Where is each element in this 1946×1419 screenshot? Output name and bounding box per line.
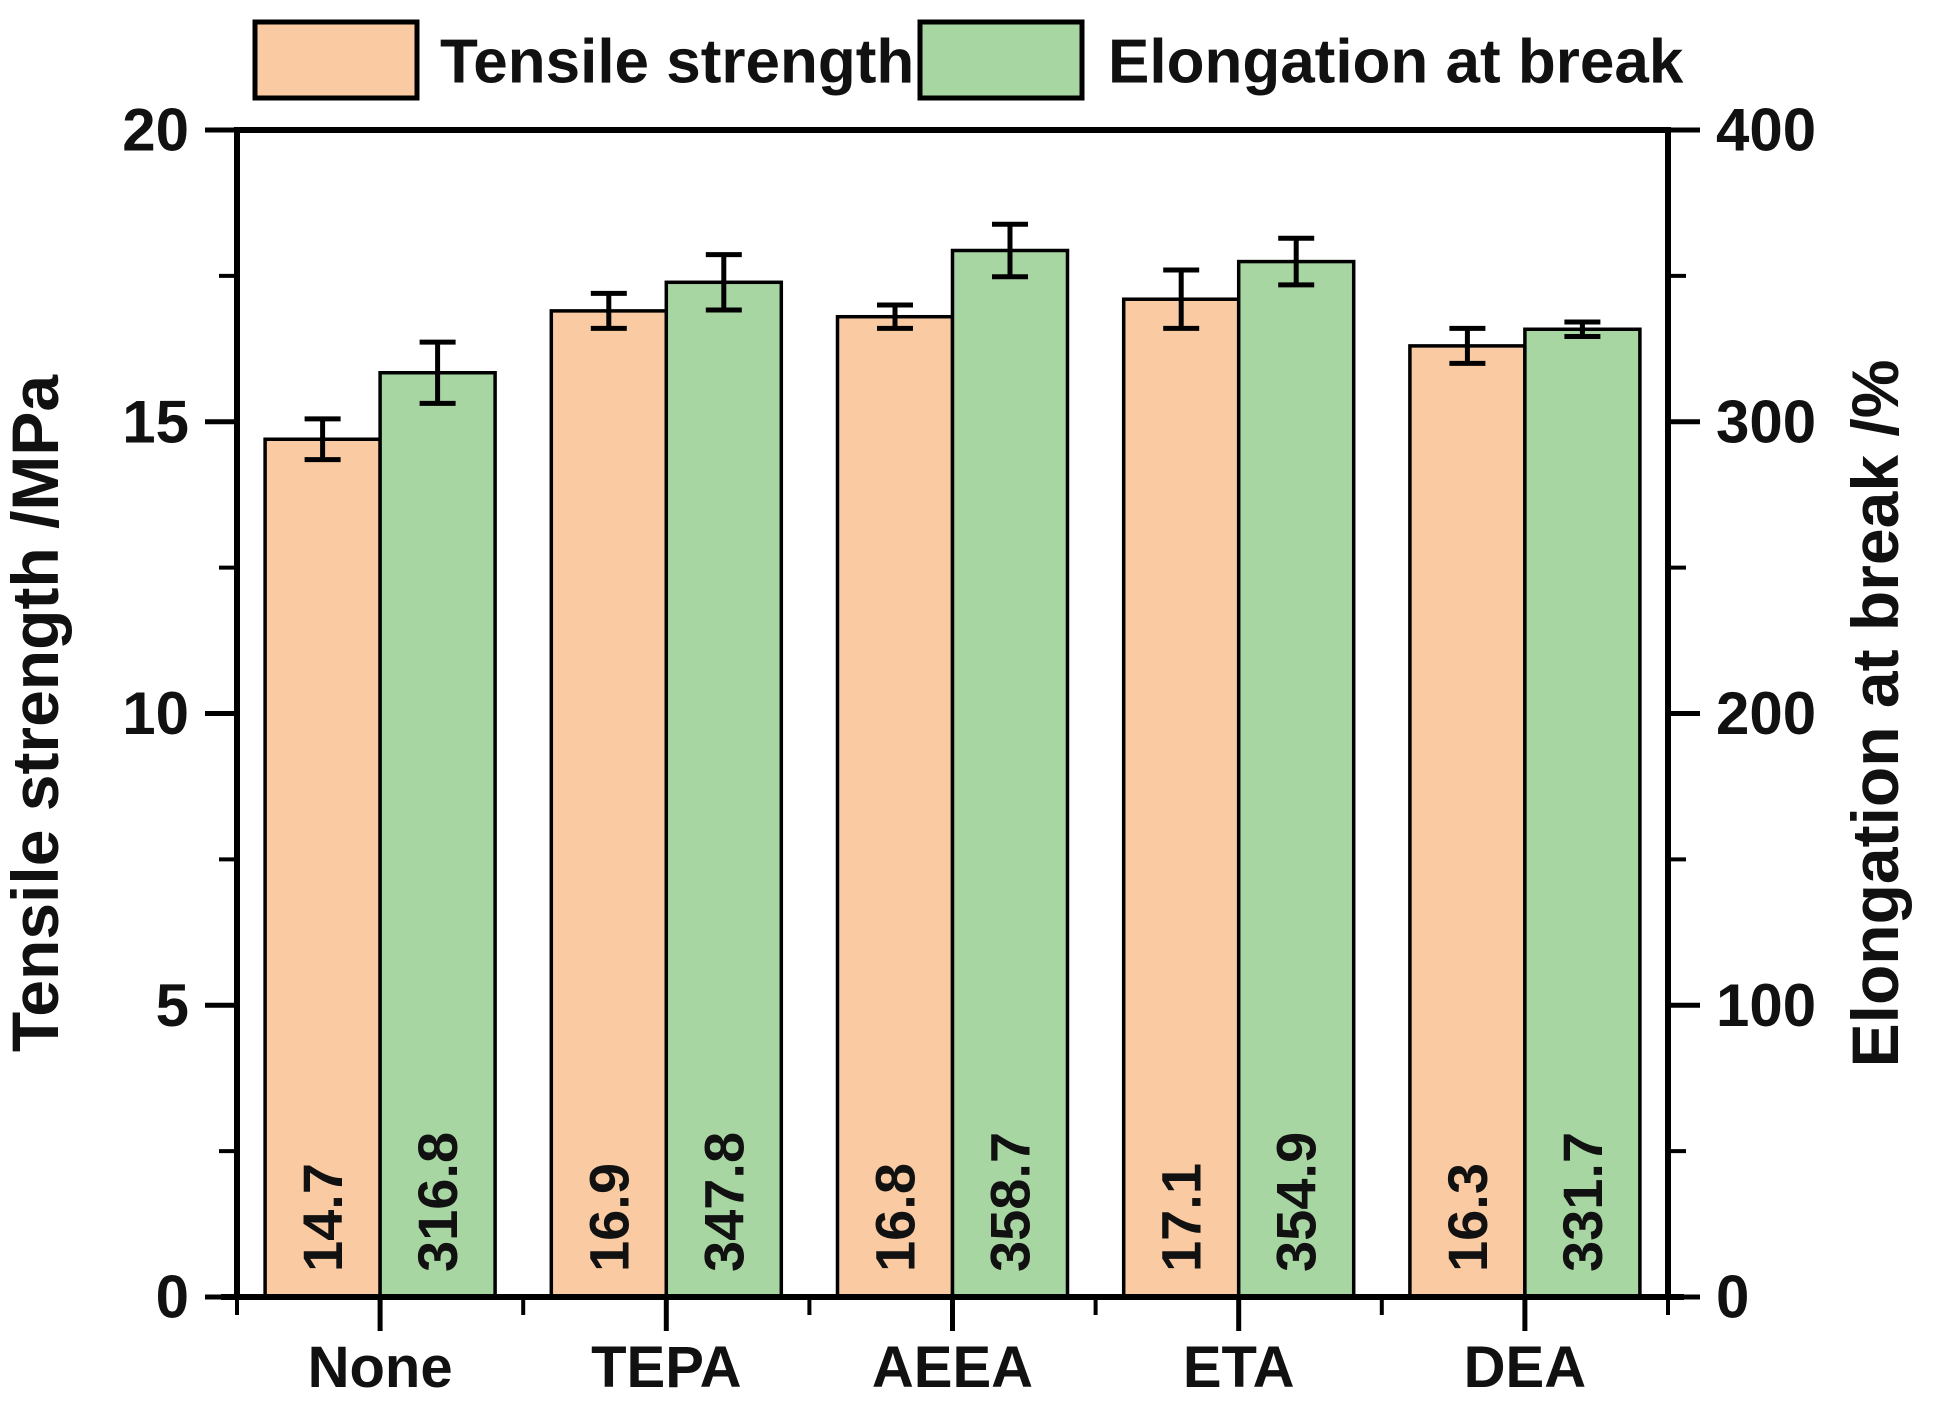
bar-tensile-strength-aeea bbox=[835, 314, 955, 1299]
bar-tensile-strength-tepa bbox=[549, 309, 669, 1299]
bar-elongation-at-break-dea bbox=[1523, 327, 1642, 1299]
left-axis-tick-label: 20 bbox=[122, 97, 189, 164]
bar-value-label: 17.1 bbox=[1150, 1163, 1213, 1272]
legend-label: Tensile strength bbox=[440, 28, 914, 97]
bar-value-label: 316.8 bbox=[406, 1132, 469, 1272]
right-axis-tick-label: 400 bbox=[1716, 97, 1816, 164]
bar-value-label: 354.9 bbox=[1265, 1132, 1328, 1272]
right-axis-title: Elongation at break /% bbox=[1838, 360, 1912, 1068]
bar-value-label: 16.3 bbox=[1436, 1163, 1499, 1272]
right-axis-tick-label: 100 bbox=[1716, 972, 1816, 1039]
bar-tensile-strength-eta bbox=[1121, 297, 1241, 1299]
bar-tensile-strength-dea bbox=[1408, 344, 1527, 1299]
category-label: AEEA bbox=[872, 1335, 1033, 1400]
bar-value-label: 16.8 bbox=[864, 1163, 927, 1272]
legend-swatch-elongation bbox=[917, 19, 1085, 101]
right-axis-tick-label: 200 bbox=[1716, 680, 1816, 747]
bar-value-label: 16.9 bbox=[577, 1163, 640, 1272]
category-label: None bbox=[308, 1335, 453, 1400]
left-axis-tick-label: 15 bbox=[122, 388, 189, 455]
left-axis-tick-label: 10 bbox=[122, 680, 189, 747]
bar-elongation-at-break-eta bbox=[1236, 259, 1356, 1299]
bar-value-label: 331.7 bbox=[1551, 1132, 1614, 1272]
left-axis-tick-label: 0 bbox=[156, 1264, 189, 1331]
right-axis-tick-label: 0 bbox=[1716, 1264, 1749, 1331]
category-label: DEA bbox=[1464, 1335, 1586, 1400]
category-label: ETA bbox=[1183, 1335, 1295, 1400]
legend-swatch-tensile bbox=[252, 19, 420, 101]
legend-label: Elongation at break bbox=[1108, 28, 1684, 97]
bar-value-label: 358.7 bbox=[979, 1132, 1042, 1272]
bar-value-label: 14.7 bbox=[291, 1163, 354, 1272]
bar-tensile-strength-none bbox=[263, 437, 382, 1299]
category-label: TEPA bbox=[591, 1335, 741, 1400]
left-axis-tick-label: 5 bbox=[156, 972, 189, 1039]
right-axis-tick-label: 300 bbox=[1716, 388, 1816, 455]
bar-value-label: 347.8 bbox=[692, 1132, 755, 1272]
left-axis-title: Tensile strength /MPa bbox=[0, 374, 72, 1053]
